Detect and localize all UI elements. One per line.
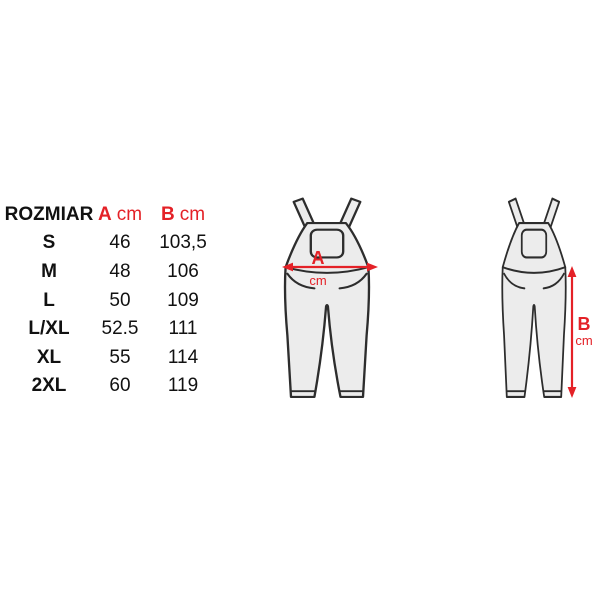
a-value: 52.5 <box>101 318 139 340</box>
overalls-front-drawing <box>283 197 371 399</box>
b-value: 103,5 <box>159 232 207 254</box>
a-value: 48 <box>109 260 131 282</box>
b-value: 109 <box>167 289 199 311</box>
width-arrow-left-head-icon <box>282 262 293 272</box>
a-value: 46 <box>109 232 131 254</box>
a-value: 50 <box>109 289 131 311</box>
width-arrow-right-head-icon <box>367 262 378 272</box>
a-column-unit: cm <box>116 203 143 225</box>
b-value: 119 <box>167 375 199 397</box>
a-column-header: A cm <box>92 200 148 229</box>
length-arrow-bottom-head-icon <box>567 387 577 398</box>
length-measure-unit: cm <box>575 333 592 348</box>
overalls-front-figure <box>282 197 372 401</box>
overalls-back-drawing <box>501 197 567 398</box>
width-measure-annotation: A cm <box>282 248 378 288</box>
b-column-header: B cm <box>148 200 218 229</box>
b-value: 111 <box>168 318 198 340</box>
size-table: ROZMIAR A cm B cm S 46 103,5 M 48 106 L … <box>4 200 218 400</box>
b-column-unit: cm <box>179 203 206 225</box>
a-column-letter: A <box>97 203 112 225</box>
a-value: 60 <box>109 375 131 397</box>
width-measure-unit: cm <box>309 273 326 288</box>
overalls-back-figure <box>500 197 568 401</box>
length-measure-annotation: B cm <box>567 266 593 398</box>
b-value: 106 <box>167 260 199 282</box>
a-value: 55 <box>109 346 131 368</box>
size-label: S <box>42 232 56 254</box>
size-column-header: ROZMIAR <box>4 203 94 225</box>
size-label: L/XL <box>28 318 70 340</box>
length-arrow-top-head-icon <box>567 266 577 277</box>
b-column-letter: B <box>160 203 175 225</box>
width-measure-letter: A <box>312 248 325 268</box>
b-value: 114 <box>167 346 199 368</box>
size-label: M <box>41 260 57 282</box>
size-label: 2XL <box>31 375 67 397</box>
length-measure-letter: B <box>578 314 591 334</box>
size-label: XL <box>36 346 62 368</box>
size-label: L <box>43 289 55 311</box>
